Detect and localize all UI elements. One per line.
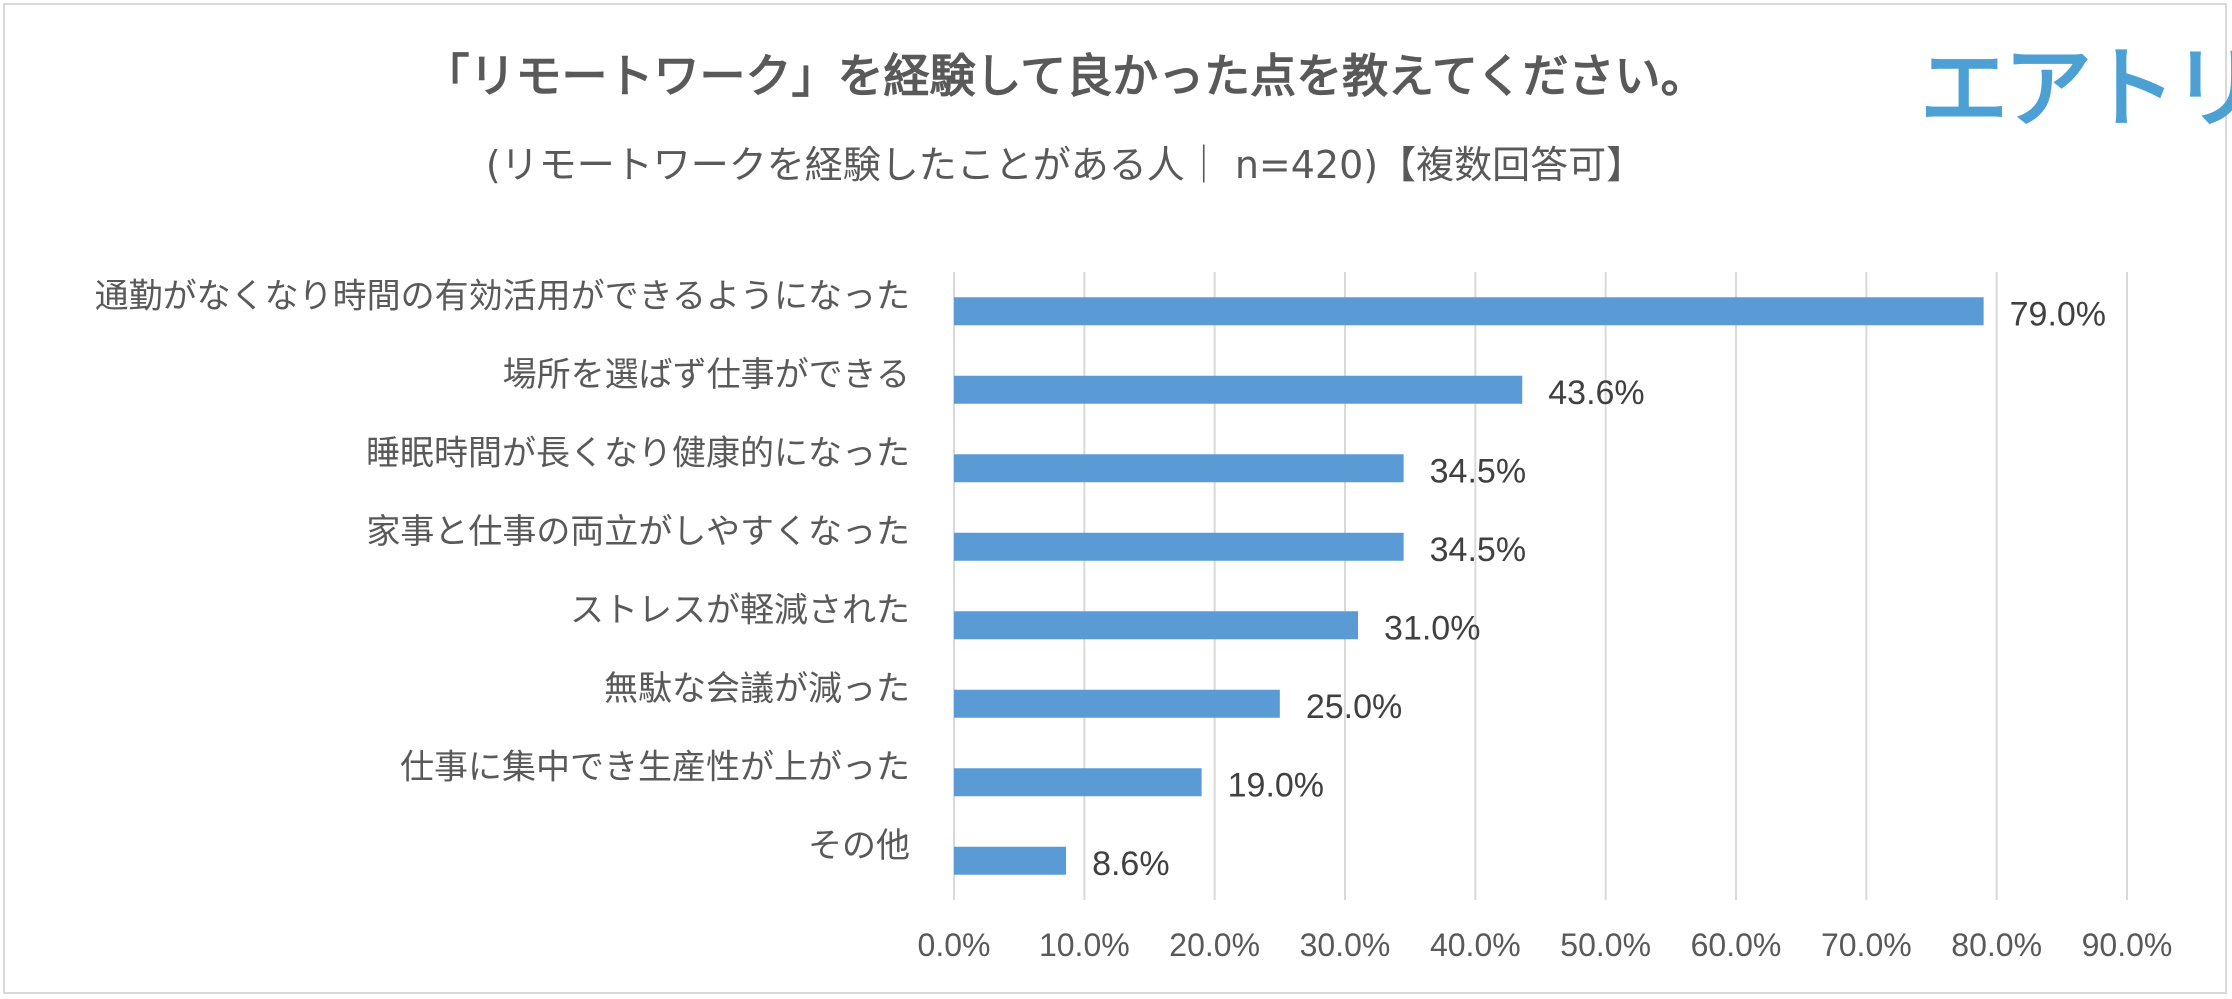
- value-labels: 79.0% 43.6% 34.5% 34.5% 31.0% 25.0% 19.0% 8.6%: [1092, 295, 2106, 883]
- data-label: 31.0%: [1384, 609, 1480, 647]
- bar: [954, 768, 1202, 797]
- category-label: その他: [808, 826, 910, 866]
- x-tick-label: 40.0%: [1430, 927, 1521, 963]
- bar: [954, 689, 1280, 718]
- category-labels: 通勤がなくなり時間の有効活用ができるようになった場所を選ばず仕事ができる睡眠時間…: [95, 276, 910, 866]
- x-axis-ticks: 0.0% 10.0% 20.0% 30.0% 40.0% 50.0% 60.0% 70.0% 8…: [918, 927, 2173, 963]
- grid-lines: [953, 272, 2128, 900]
- category-label: ストレスが軽減された: [570, 590, 910, 630]
- data-label: 19.0%: [1228, 766, 1324, 804]
- x-tick-label: 20.0%: [1169, 927, 1260, 963]
- category-label: 通勤がなくなり時間の有効活用ができるようになった: [95, 276, 910, 316]
- chart-subtitle: (リモートワークを経験したことがある人｜ n=420)【複数回答可】: [485, 143, 1645, 187]
- chart-title: 「リモートワーク」を経験して良かった点を教えてください。: [423, 49, 1707, 103]
- bar: [954, 454, 1404, 483]
- data-label: 79.0%: [2010, 295, 2106, 333]
- category-label: 睡眠時間が長くなり健康的になった: [366, 433, 910, 473]
- x-tick-label: 70.0%: [1821, 927, 1912, 963]
- x-tick-label: 30.0%: [1300, 927, 1391, 963]
- data-label: 34.5%: [1430, 452, 1526, 490]
- bars: [954, 297, 1984, 875]
- category-label: 仕事に集中でき生産性が上がった: [400, 747, 910, 787]
- x-tick-label: 10.0%: [1039, 927, 1130, 963]
- data-label: 34.5%: [1430, 531, 1526, 569]
- category-label: 家事と仕事の両立がしやすくなった: [366, 512, 910, 552]
- category-label: 無駄な会議が減った: [604, 669, 910, 709]
- airtrip-logo: エアトリ: [1920, 37, 2232, 140]
- bar: [954, 375, 1523, 404]
- category-label: 場所を選ばず仕事ができる: [503, 355, 910, 395]
- x-tick-label: 60.0%: [1691, 927, 1782, 963]
- bar: [954, 297, 1984, 326]
- x-tick-label: 50.0%: [1560, 927, 1651, 963]
- x-tick-label: 80.0%: [1951, 927, 2042, 963]
- bar: [954, 532, 1404, 561]
- data-label: 8.6%: [1092, 845, 1170, 883]
- x-tick-label: 0.0%: [918, 927, 991, 963]
- x-tick-label: 90.0%: [2082, 927, 2173, 963]
- bar: [954, 846, 1067, 875]
- data-label: 43.6%: [1548, 374, 1644, 412]
- data-label: 25.0%: [1306, 688, 1402, 726]
- chart-frame: [3, 3, 2227, 994]
- bar: [954, 611, 1359, 640]
